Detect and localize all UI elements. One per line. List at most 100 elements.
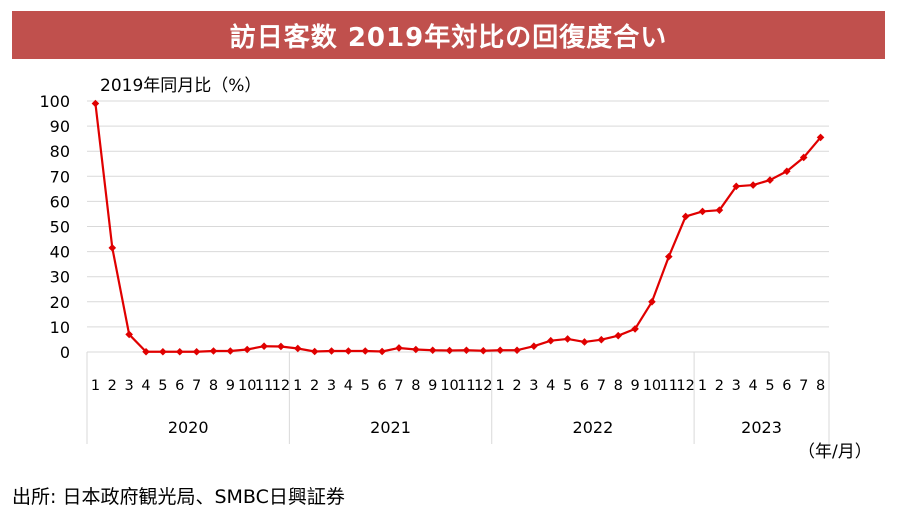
data-point-marker <box>108 244 117 252</box>
data-point-marker <box>681 212 690 221</box>
x-tick-label: 6 <box>377 378 386 394</box>
year-label: 2022 <box>573 418 614 437</box>
x-tick-label: 6 <box>175 378 184 394</box>
x-tick-label: 8 <box>411 378 420 394</box>
x-tick-label: 5 <box>563 378 572 394</box>
y-axis-label: 2019年同月比（%） <box>100 76 262 96</box>
y-tick-label: 60 <box>50 192 70 211</box>
year-label: 2023 <box>741 418 782 437</box>
x-tick-label: 10 <box>440 378 458 394</box>
chart-title: 訪日客数 2019年対比の回復度合い <box>229 22 668 53</box>
x-tick-label: 3 <box>125 378 134 394</box>
x-tick-label: 3 <box>732 378 741 394</box>
x-tick-label: 3 <box>327 378 336 394</box>
x-tick-label: 4 <box>546 378 555 394</box>
series-group <box>91 99 825 356</box>
x-tick-label: 5 <box>765 378 774 394</box>
x-tick-label: 4 <box>141 378 150 394</box>
x-tick-label: 7 <box>597 378 606 394</box>
gridlines <box>87 100 829 353</box>
data-point-marker <box>293 344 302 353</box>
x-tick-label: 1 <box>91 378 100 394</box>
data-point-marker <box>766 176 774 184</box>
data-point-marker <box>546 336 555 345</box>
x-tick-label: 8 <box>614 378 623 394</box>
year-label: 2021 <box>370 418 411 437</box>
x-tick-label: 5 <box>361 378 370 394</box>
y-tick-label: 90 <box>50 117 70 136</box>
data-point-marker <box>530 342 538 351</box>
series-line <box>94 103 822 353</box>
x-tick-label: 10 <box>238 378 256 394</box>
data-point-marker <box>580 338 589 346</box>
data-point-marker <box>783 167 791 176</box>
x-tick-label: 4 <box>748 378 757 394</box>
x-tick-label: 11 <box>660 378 678 394</box>
data-point-marker <box>91 99 100 108</box>
data-point-marker <box>310 347 319 356</box>
data-point-marker <box>749 181 757 189</box>
data-point-marker <box>378 347 386 356</box>
data-point-marker <box>125 330 133 339</box>
data-point-marker <box>563 335 572 343</box>
x-tick-label: 2 <box>512 378 521 394</box>
data-point-marker <box>698 207 707 216</box>
x-tick-label: 2 <box>310 378 319 394</box>
y-tick-label: 0 <box>60 343 70 362</box>
data-point-marker <box>226 347 235 355</box>
y-tick-label: 20 <box>50 293 70 312</box>
data-point-marker <box>159 347 167 356</box>
x-tick-label: 6 <box>782 378 791 394</box>
data-point-marker <box>597 335 606 344</box>
data-point-marker <box>361 347 370 355</box>
y-tick-label: 10 <box>50 318 70 337</box>
x-tick-label: 9 <box>428 378 437 394</box>
data-point-marker <box>260 342 268 351</box>
x-tick-label: 7 <box>799 378 808 394</box>
data-point-marker <box>664 252 673 261</box>
x-tick-label: 1 <box>293 378 302 394</box>
y-tick-label: 40 <box>50 243 70 262</box>
y-tick-label: 100 <box>39 92 70 111</box>
x-tick-label: 1 <box>496 378 505 394</box>
year-label: 2020 <box>168 418 209 437</box>
x-tick-label: 5 <box>158 378 167 394</box>
x-tick-label: 7 <box>192 378 201 394</box>
x-tick-label: 11 <box>457 378 475 394</box>
data-point-marker <box>513 346 521 355</box>
x-tick-label: 6 <box>580 378 589 394</box>
data-point-marker <box>462 346 471 355</box>
source-note: 出所: 日本政府観光局、SMBC日興証券 <box>12 486 345 508</box>
x-tick-label: 12 <box>474 378 492 394</box>
x-tick-label: 7 <box>394 378 403 394</box>
x-axis-label: （年/月） <box>798 442 872 462</box>
data-point-marker <box>142 347 150 356</box>
data-point-marker <box>192 347 201 356</box>
data-point-marker <box>327 347 336 355</box>
data-point-marker <box>412 345 420 354</box>
data-point-marker <box>816 133 825 142</box>
y-tick-label: 50 <box>50 218 70 237</box>
data-point-marker <box>209 347 218 355</box>
x-tick-label: 9 <box>226 378 235 394</box>
data-point-marker <box>344 347 353 355</box>
data-point-marker <box>799 153 808 162</box>
data-point-marker <box>715 206 724 214</box>
data-point-marker <box>277 342 285 351</box>
x-tick-label: 4 <box>344 378 353 394</box>
x-tick-label: 12 <box>272 378 290 394</box>
data-point-marker <box>614 331 623 340</box>
y-tick-label: 30 <box>50 268 70 287</box>
data-point-marker <box>648 298 656 306</box>
x-tick-label: 3 <box>529 378 538 394</box>
x-tick-label: 12 <box>676 378 694 394</box>
data-point-marker <box>496 346 504 355</box>
x-tick-label: 1 <box>698 378 707 394</box>
data-point-marker <box>732 182 741 191</box>
chart-title-banner: 訪日客数 2019年対比の回復度合い <box>12 11 885 59</box>
data-point-marker <box>175 347 184 356</box>
x-tick-label: 8 <box>209 378 218 394</box>
y-tick-labels: 0 10 20 30 40 50 60 70 80 90 100 <box>39 92 70 362</box>
data-point-marker <box>631 325 639 333</box>
